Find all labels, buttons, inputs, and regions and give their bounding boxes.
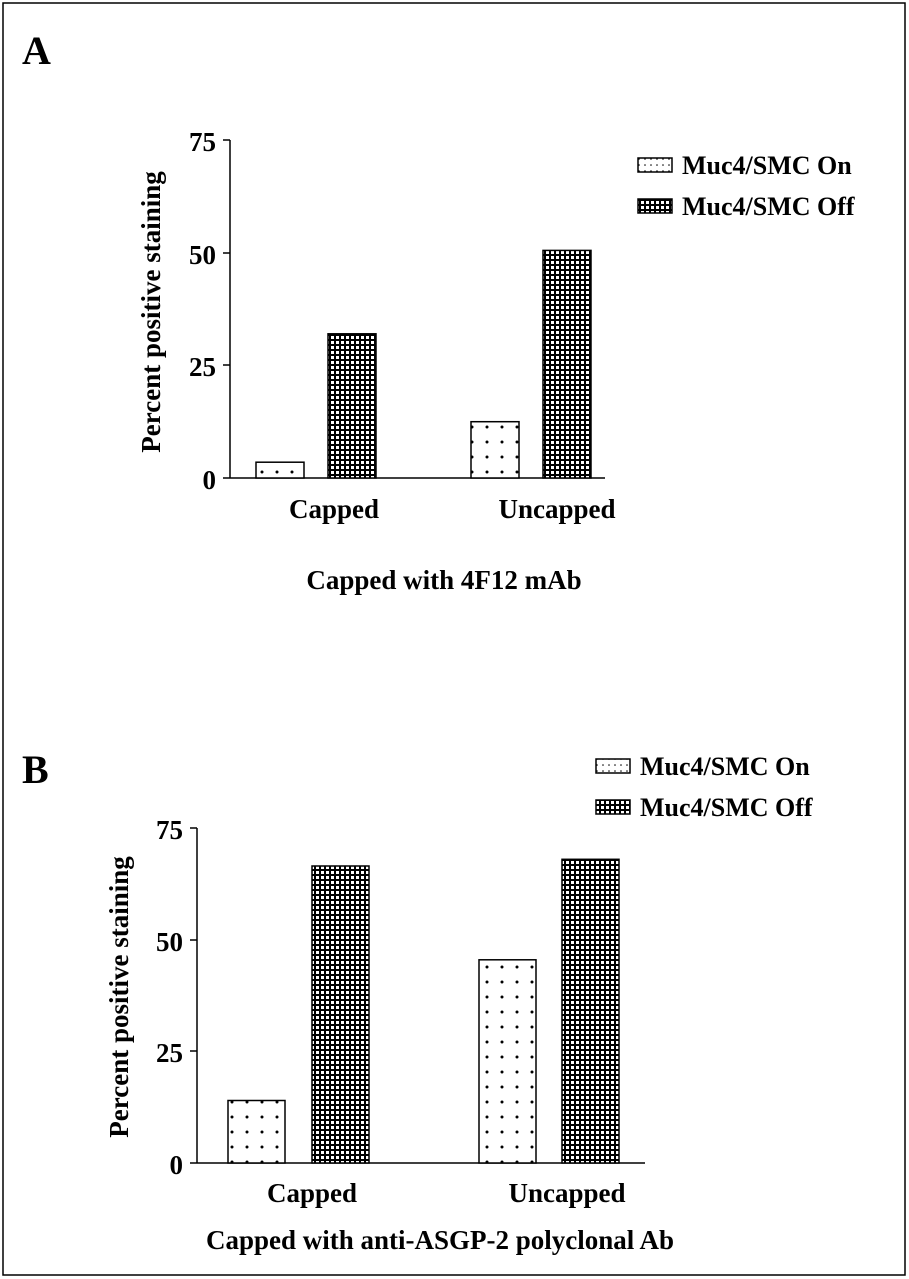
panel-b-category-label-capped: Capped xyxy=(267,1178,357,1208)
panel-b-ytick-label-50: 50 xyxy=(156,927,183,957)
panel-a-ytick-label-25: 25 xyxy=(189,352,216,382)
panel-b: B Percent positive staining Capped with … xyxy=(22,747,813,1255)
panel-b-category-label-uncapped: Uncapped xyxy=(508,1178,625,1208)
panel-a-y-axis-label: Percent positive staining xyxy=(136,171,166,453)
panel-b-x-axis-label: Capped with anti-ASGP-2 polyclonal Ab xyxy=(206,1225,674,1255)
panel-b-legend-label-off: Muc4/SMC Off xyxy=(640,793,813,822)
panel-b-ytick-label-0: 0 xyxy=(170,1150,184,1180)
panel-a-legend-swatch-on xyxy=(637,157,673,173)
panel-a: A Percent positive staining Capped with … xyxy=(22,28,855,595)
panel-b-letter: B xyxy=(22,747,49,792)
panel-b-bar-uncapped-off xyxy=(561,858,620,1164)
panel-a-ytick-label-75: 75 xyxy=(189,127,216,157)
panel-a-x-axis-label: Capped with 4F12 mAb xyxy=(306,565,581,595)
panel-a-category-label-capped: Capped xyxy=(289,494,379,524)
panel-b-legend-label-on: Muc4/SMC On xyxy=(640,752,810,781)
panel-a-ytick-label-0: 0 xyxy=(203,465,217,495)
panel-b-legend-swatch-off xyxy=(595,799,631,815)
panel-a-bar-capped-off xyxy=(327,333,377,479)
panel-b-bar-capped-off xyxy=(311,865,370,1164)
panel-b-ytick-label-25: 25 xyxy=(156,1038,183,1068)
panel-b-legend-swatch-on xyxy=(595,758,631,774)
panel-b-bar-uncapped-on xyxy=(478,959,537,1164)
panel-b-bar-capped-on xyxy=(227,1099,286,1164)
panel-a-bar-uncapped-on xyxy=(470,420,520,479)
panel-a-legend-swatch-off xyxy=(637,198,673,214)
panel-a-legend-label-off: Muc4/SMC Off xyxy=(682,192,855,221)
panel-a-bar-capped-on xyxy=(255,461,305,479)
panel-b-y-axis-label: Percent positive staining xyxy=(104,856,134,1138)
panel-a-ytick-label-50: 50 xyxy=(189,240,216,270)
panel-a-bar-uncapped-off xyxy=(542,249,592,479)
panel-a-category-label-uncapped: Uncapped xyxy=(498,494,615,524)
panel-a-legend-label-on: Muc4/SMC On xyxy=(682,151,852,180)
panel-b-ytick-label-75: 75 xyxy=(156,815,183,845)
panel-a-letter: A xyxy=(22,28,51,73)
